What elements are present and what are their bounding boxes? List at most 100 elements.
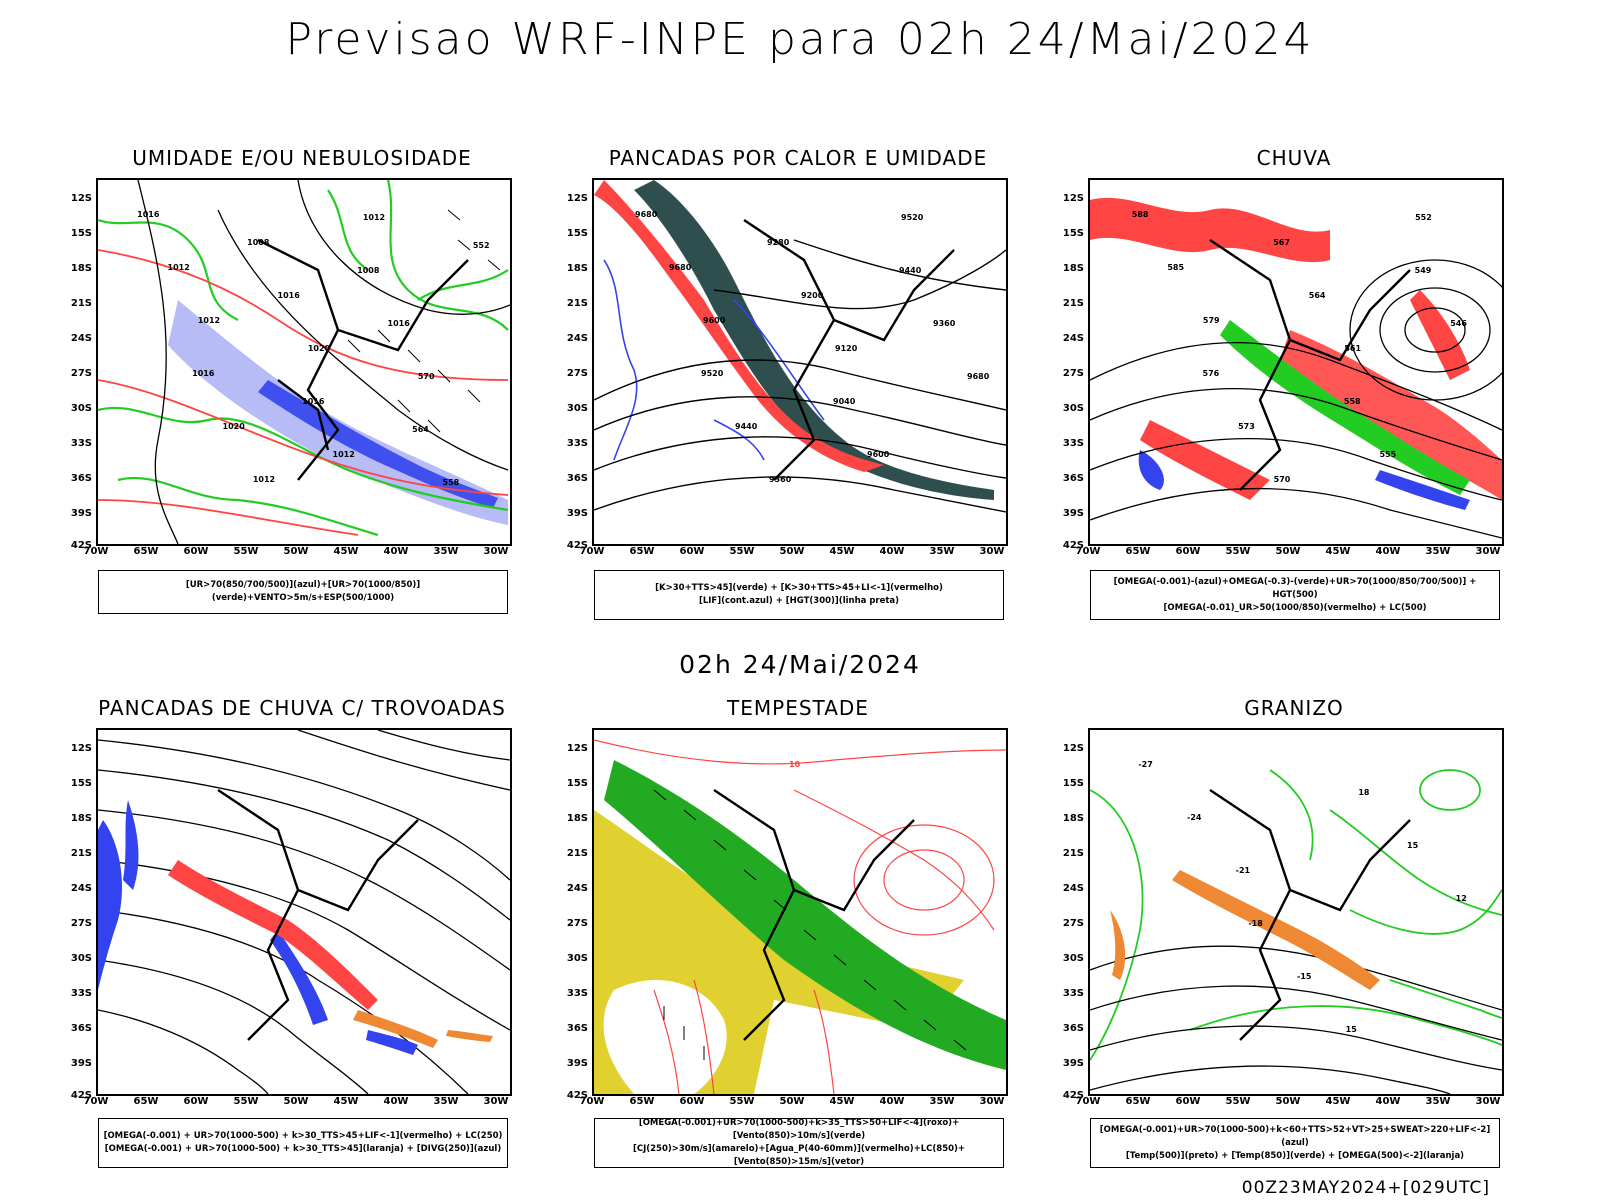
map-chuva: 588 585 579 576 573 570 567 564 561 558 555 552 549 5…	[1088, 178, 1504, 546]
ytick-p1-12S: 12S	[70, 193, 92, 204]
xtick-p1-50W: 50W	[283, 546, 309, 557]
xtick-p4-70W: 70W	[83, 1096, 109, 1107]
ytick-p2-33S: 33S	[566, 438, 588, 449]
map-pancadas-calor: 9680 9680 9600 9520 9440 9360 9280 9200 9120 9040…	[592, 178, 1008, 546]
country-borders	[257, 238, 469, 481]
wind-vectors	[347, 209, 501, 433]
xtick-p2-55W: 55W	[729, 546, 755, 557]
contour-label: 9360	[769, 475, 792, 484]
pressure-black-contours	[137, 180, 510, 544]
ytick-p5-36S: 36S	[566, 1023, 588, 1034]
xtick-p2-35W: 35W	[929, 546, 955, 557]
contour-label: 570	[1273, 475, 1291, 484]
xtick-p1-35W: 35W	[433, 546, 459, 557]
contour-label: 1012	[197, 316, 221, 325]
xtick-p6-70W: 70W	[1075, 1096, 1101, 1107]
ytick-p3-27S: 27S	[1062, 368, 1084, 379]
contour-label: 9680	[635, 210, 658, 219]
ytick-p4-36S: 36S	[70, 1023, 92, 1034]
xtick-p6-30W: 30W	[1475, 1096, 1501, 1107]
ytick-p6-39S: 39S	[1062, 1058, 1084, 1069]
ytick-p6-12S: 12S	[1062, 743, 1084, 754]
map-umidade: 1016 1012 1012 1016 1020 1012 1008 1016 1020 1016…	[96, 178, 512, 546]
ytick-p5-18S: 18S	[566, 813, 588, 824]
contour-label: 1012	[362, 213, 386, 222]
contour-label: 1012	[332, 450, 355, 459]
xtick-p2-60W: 60W	[679, 546, 705, 557]
panel-title-tempestade: TEMPESTADE	[727, 696, 869, 720]
ytick-p1-18S: 18S	[70, 263, 92, 274]
xtick-p6-50W: 50W	[1275, 1096, 1301, 1107]
contour-label: 9200	[801, 291, 824, 300]
ytick-p1-24S: 24S	[70, 333, 92, 344]
lc250-streamlines	[98, 730, 510, 1094]
ytick-p5-33S: 33S	[566, 988, 588, 999]
country-borders	[1209, 789, 1411, 1041]
xtick-p6-35W: 35W	[1425, 1096, 1451, 1107]
contour-label: 1012	[167, 263, 190, 272]
xtick-p4-40W: 40W	[383, 1096, 409, 1107]
map-granizo-layers	[1090, 769, 1502, 1094]
storm-red-patches	[168, 860, 378, 1010]
hgt300-black-contours	[594, 239, 1006, 513]
xtick-p2-40W: 40W	[879, 546, 905, 557]
ytick-p2-12S: 12S	[566, 193, 588, 204]
xtick-p3-65W: 65W	[1125, 546, 1151, 557]
ytick-p2-30S: 30S	[566, 403, 588, 414]
ytick-p1-30S: 30S	[70, 403, 92, 414]
jet-white-hole	[603, 980, 727, 1094]
contour-label: 1008	[357, 266, 380, 275]
xtick-p6-40W: 40W	[1375, 1096, 1401, 1107]
rain-blue-patches	[1138, 450, 1470, 510]
hgt500-black-contours	[1090, 259, 1502, 539]
ytick-p1-36S: 36S	[70, 473, 92, 484]
ytick-p2-27S: 27S	[566, 368, 588, 379]
contour-label: 9360	[933, 319, 956, 328]
xtick-p4-45W: 45W	[333, 1096, 359, 1107]
xtick-p1-30W: 30W	[483, 546, 509, 557]
convection-red-region	[594, 180, 884, 472]
lifted-index-blue-contours	[603, 259, 825, 461]
xtick-p4-60W: 60W	[183, 1096, 209, 1107]
xtick-p5-35W: 35W	[929, 1096, 955, 1107]
map-tempestade-layers	[594, 739, 1006, 1094]
xtick-p1-70W: 70W	[83, 546, 109, 557]
ytick-p1-33S: 33S	[70, 438, 92, 449]
contour-label: 558	[1343, 397, 1361, 406]
ytick-p2-39S: 39S	[566, 508, 588, 519]
xtick-p4-55W: 55W	[233, 1096, 259, 1107]
ytick-p2-24S: 24S	[566, 333, 588, 344]
country-borders	[743, 219, 955, 481]
xtick-p3-45W: 45W	[1325, 546, 1351, 557]
contour-label: 15	[1407, 841, 1419, 850]
contour-label: 9120	[835, 344, 858, 353]
country-borders	[713, 789, 915, 1041]
contour-label: 9600	[867, 450, 890, 459]
contour-label: 12	[1455, 894, 1467, 903]
ytick-p6-15S: 15S	[1062, 778, 1084, 789]
contour-label: 552	[472, 241, 490, 250]
contour-label: 9520	[701, 369, 724, 378]
humidity-green-contours	[98, 180, 509, 537]
contour-label: 588	[1131, 210, 1149, 219]
contour-label: 573	[1238, 422, 1255, 431]
main-title: Previsao WRF-INPE para 02h 24/Mai/2024	[285, 14, 1315, 65]
temp500-black-contours	[1090, 945, 1502, 1094]
legend-umidade: [UR>70(850/700/500)](azul)+[UR>70(1000/8…	[98, 570, 508, 614]
xtick-p3-40W: 40W	[1375, 546, 1401, 557]
xtick-p3-55W: 55W	[1225, 546, 1251, 557]
contour-label: 576	[1202, 369, 1220, 378]
map-granizo: -27 -24 -21 -18 -15 15 18 15 12	[1088, 728, 1504, 1096]
ytick-p4-42S: 42S	[70, 1090, 92, 1101]
contour-label: 10	[789, 760, 801, 769]
ytick-p5-12S: 12S	[566, 743, 588, 754]
ytick-p6-36S: 36S	[1062, 1023, 1084, 1034]
map-chuva-layers	[1090, 197, 1502, 539]
contour-label: 1008	[247, 238, 270, 247]
xtick-p2-70W: 70W	[579, 546, 605, 557]
contour-label: 1016	[387, 319, 410, 328]
contour-label: 1020	[307, 344, 331, 353]
ytick-p2-15S: 15S	[566, 228, 588, 239]
ytick-p3-30S: 30S	[1062, 403, 1084, 414]
ytick-p5-27S: 27S	[566, 918, 588, 929]
